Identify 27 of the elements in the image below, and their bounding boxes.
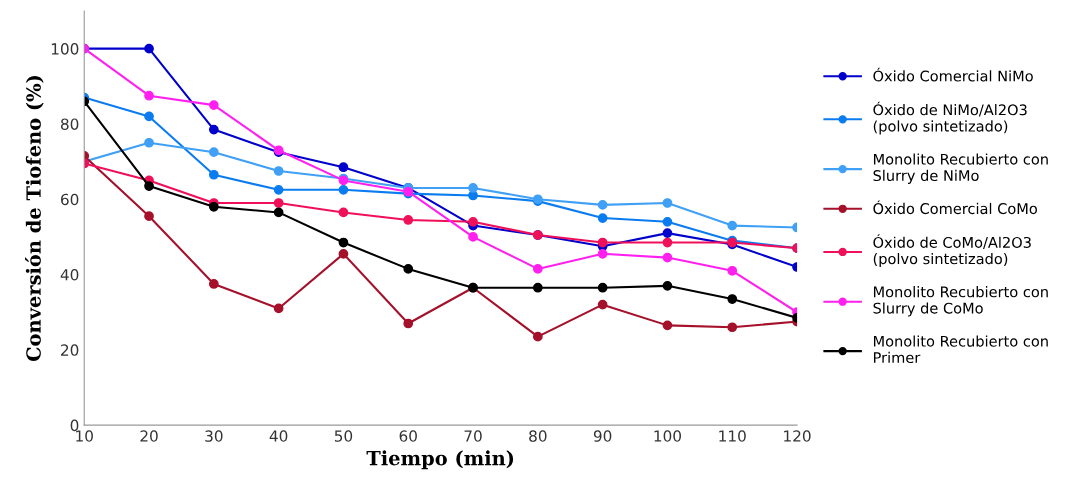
x-tick-label: 110 xyxy=(719,430,746,442)
y-tick-label: 20 xyxy=(61,344,79,356)
x-tick-label: 60 xyxy=(399,430,417,442)
y-tick-label: 80 xyxy=(60,118,79,130)
legend-label: Óxido de CoMo/Al2O3 (polvo sintetizado) xyxy=(873,234,1031,268)
legend-label: Monolito Recubierto con Slurry de NiMo xyxy=(873,153,1048,184)
x-tick-label: 70 xyxy=(464,430,482,442)
x-tick-label: 90 xyxy=(593,430,612,442)
x-tick-label: 40 xyxy=(269,430,288,442)
x-tick-label: 30 xyxy=(205,430,223,442)
y-axis-title: Conversión de Tiofeno (%) xyxy=(25,76,44,362)
legend-label: Óxido de NiMo/Al2O3 (polvo sintetizado) xyxy=(873,101,1027,135)
legend-label: Óxido Comercial CoMo xyxy=(873,200,1037,215)
y-tick-label: 100 xyxy=(51,43,79,55)
x-axis-title: Tiempo (min) xyxy=(366,450,514,470)
x-tick-label: 100 xyxy=(654,430,682,442)
x-tick-label: 10 xyxy=(76,430,93,442)
y-tick-label: 60 xyxy=(61,193,79,206)
y-tick-label: 0 xyxy=(70,419,79,432)
x-tick-label: 120 xyxy=(784,430,811,442)
x-tick-label: 20 xyxy=(140,430,158,442)
legend-label: Óxido Comercial NiMo xyxy=(873,67,1033,82)
x-tick-label: 50 xyxy=(334,430,353,442)
x-tick-label: 80 xyxy=(529,430,547,442)
legend-label: Monolito Recubierto con Slurry de CoMo xyxy=(873,286,1048,317)
y-tick-label: 40 xyxy=(60,269,79,281)
legend-label: Monolito Recubierto con Primer xyxy=(873,335,1048,364)
